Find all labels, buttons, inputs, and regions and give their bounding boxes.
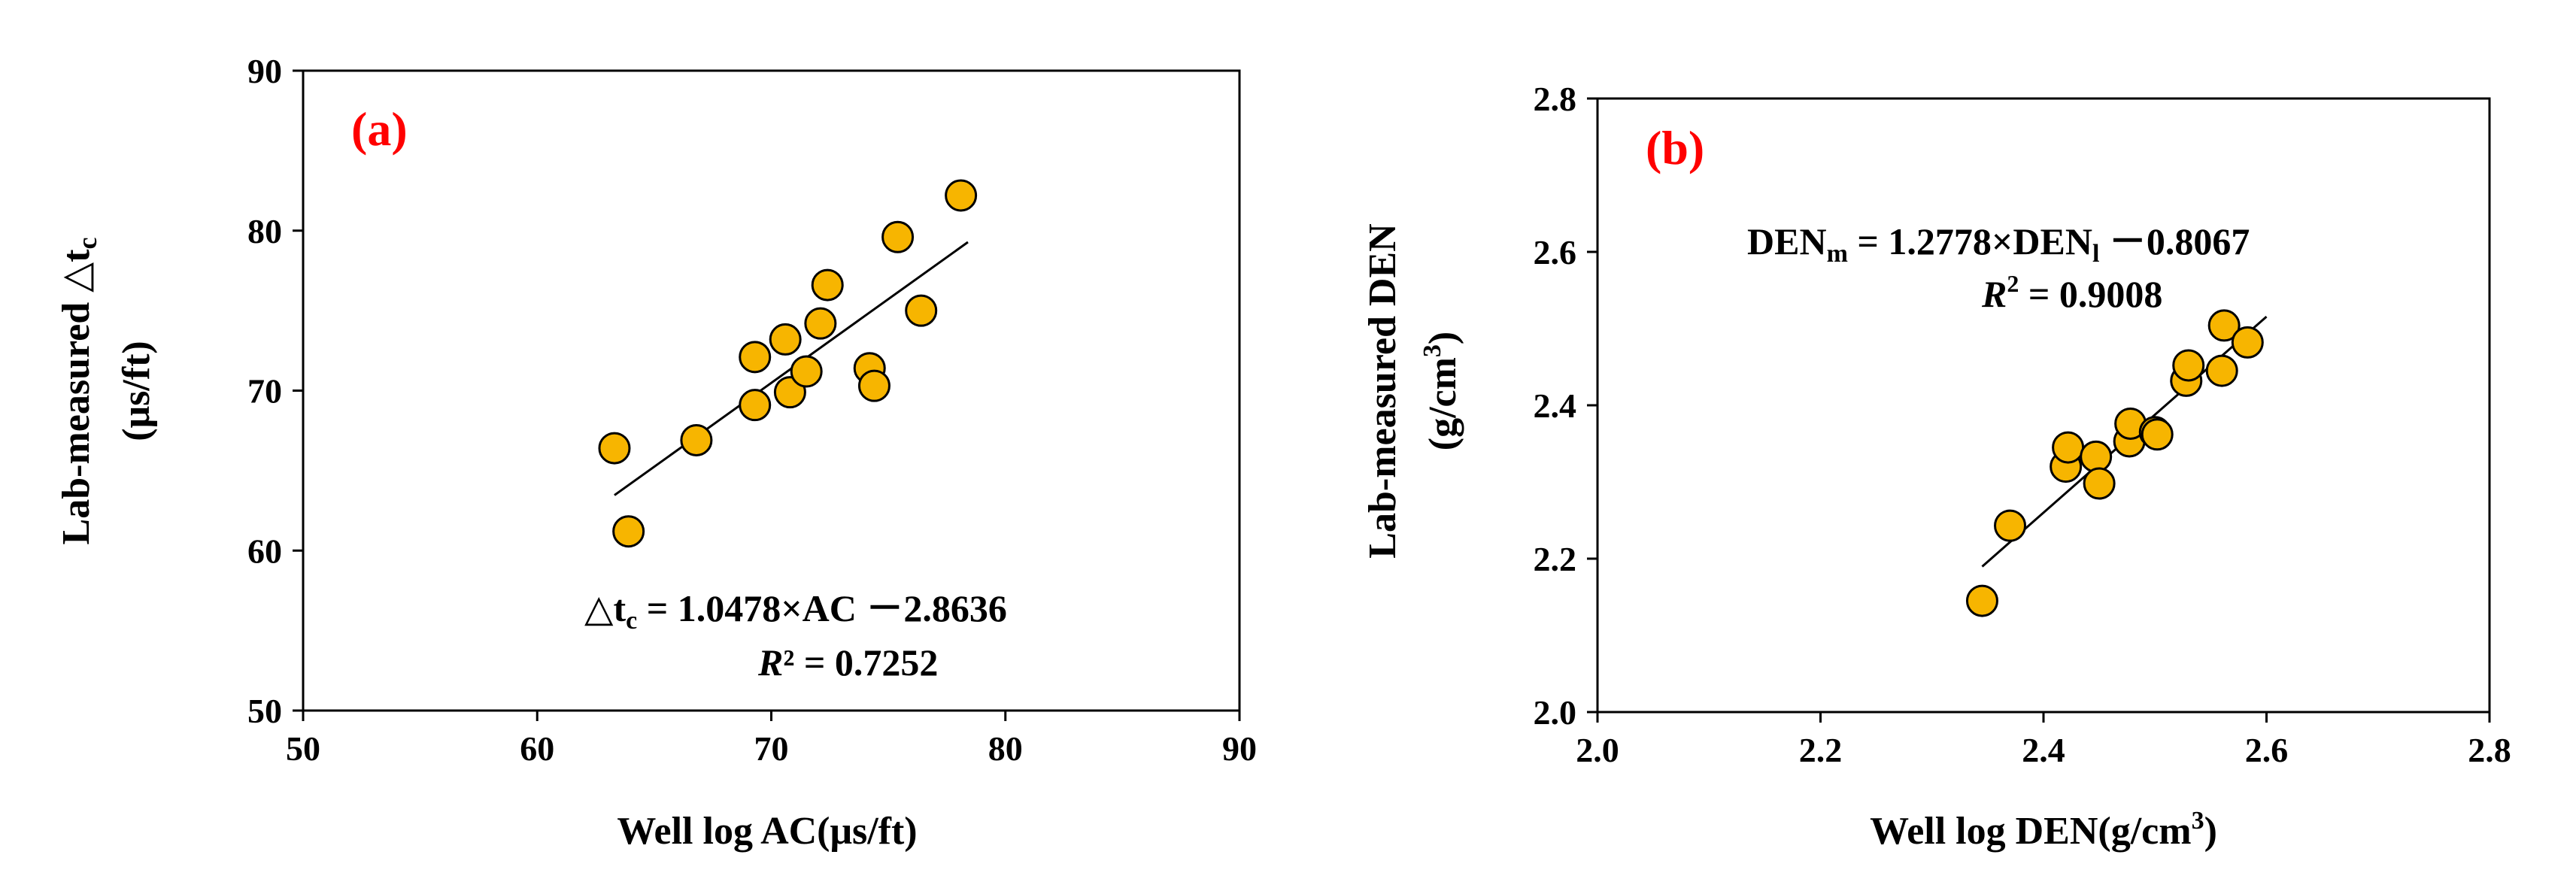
chart-b-ticks: 2.0 2.2 2.4 2.6 2.8 2.0 2.2 2.4 2.6 2.8	[1534, 80, 2511, 769]
chart-a-data-point	[739, 389, 772, 422]
chart-b-data-point	[2172, 349, 2205, 382]
chart-b-y-tick-label: 2.4	[1534, 386, 1577, 425]
chart-b-plot-area	[1596, 97, 2491, 714]
chart-b-x-tick-label: 2.8	[2468, 731, 2511, 769]
chart-a-x-tick-label: 90	[1222, 729, 1257, 768]
chart-b-equation: DENm = 1.2778×DENl －0.8067	[1747, 220, 2250, 268]
chart-a-y-tick-label: 50	[247, 692, 282, 730]
chart-a-x-tick-label: 50	[286, 729, 320, 768]
chart-a-data-point	[598, 432, 631, 465]
chart-b-y-tick-label: 2.0	[1534, 693, 1577, 732]
chart-b-data-point	[2080, 440, 2113, 473]
chart-a-y-axis-label-line1: Lab-measured △tc	[55, 238, 102, 545]
chart-a-data-point	[857, 369, 891, 402]
chart-b-data-point	[2141, 418, 2174, 451]
chart-a-data-point	[881, 220, 915, 253]
chart-b-y-tick-label: 2.2	[1534, 540, 1577, 578]
chart-a-data-point	[790, 355, 823, 388]
chart-a: 50 60 70 80 90 50 60 70 80 90 (a) △tc = 1.0478×AC…	[55, 52, 1257, 853]
chart-a-y-tick-label: 90	[247, 52, 282, 90]
chart-a-x-tick-label: 80	[988, 729, 1023, 768]
chart-b: 2.0 2.2 2.4 2.6 2.8 2.0 2.2 2.4 2.6 2.8 (b) DENm …	[1361, 80, 2511, 853]
chart-b-y-tick-label: 2.6	[1534, 233, 1577, 271]
chart-b-data-point	[2207, 309, 2241, 342]
chart-a-r2: R² = 0.7252	[757, 641, 938, 683]
chart-a-data-point	[739, 341, 772, 374]
chart-b-x-tick-label: 2.2	[1799, 731, 1843, 769]
chart-b-panel-label: (b)	[1646, 121, 1704, 174]
chart-b-data-point	[1965, 584, 1998, 617]
chart-a-y-axis-label-line2: (μs/ft)	[115, 341, 158, 441]
chart-b-data-point	[2052, 431, 2085, 464]
chart-b-y-tick-label: 2.8	[1534, 80, 1577, 118]
chart-a-x-tick-label: 70	[754, 729, 789, 768]
chart-a-data-point	[680, 423, 713, 456]
chart-a-x-tick-label: 60	[520, 729, 554, 768]
chart-a-y-tick-label: 80	[247, 212, 282, 250]
chart-b-r2: R2 = 0.9008	[1981, 270, 2162, 315]
chart-a-points	[598, 179, 978, 548]
chart-a-data-point	[769, 323, 802, 356]
chart-a-panel-label: (a)	[351, 102, 408, 156]
chart-b-data-point	[2231, 326, 2264, 359]
chart-a-ticks: 50 60 70 80 90 50 60 70 80 90	[247, 52, 1257, 768]
chart-a-data-point	[905, 294, 938, 327]
chart-b-x-tick-label: 2.6	[2245, 731, 2289, 769]
chart-a-data-point	[811, 268, 844, 302]
chart-b-x-tick-label: 2.4	[2022, 731, 2065, 769]
chart-a-equation: △tc = 1.0478×AC －2.8636	[584, 587, 1007, 635]
chart-a-y-tick-label: 60	[247, 532, 282, 570]
chart-a-data-point	[945, 179, 978, 212]
chart-b-x-tick-label: 2.0	[1576, 731, 1619, 769]
chart-b-data-point	[1994, 509, 2027, 542]
chart-b-data-point	[2205, 354, 2238, 387]
chart-b-y-axis-label-line2: (g/cm3)	[1418, 332, 1464, 451]
chart-a-data-point	[612, 515, 645, 548]
chart-b-points	[1965, 309, 2264, 617]
chart-b-data-point	[2083, 467, 2116, 500]
chart-b-x-axis-label: Well log DEN(g/cm3)	[1870, 807, 2217, 853]
chart-a-y-tick-label: 70	[247, 372, 282, 411]
chart-b-y-axis-label-line1: Lab-measured DEN	[1361, 223, 1404, 558]
chart-a-x-axis-label: Well log AC(μs/ft)	[617, 810, 917, 853]
chart-a-data-point	[804, 307, 837, 340]
